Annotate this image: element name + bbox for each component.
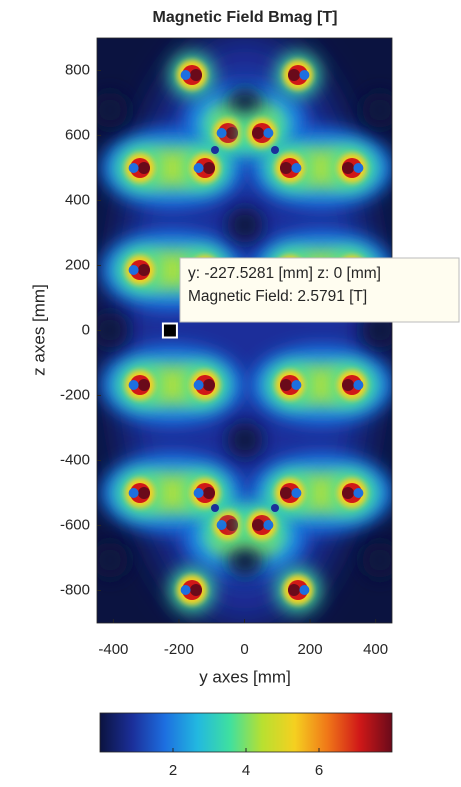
datatip-text: y: -227.5281 [mm] z: 0 [mm]	[188, 265, 381, 282]
x-tick-label: 0	[240, 641, 248, 658]
colorbar-tick-label: 4	[242, 762, 250, 779]
heatmap	[97, 38, 392, 623]
magnet-gap	[291, 163, 302, 173]
colorbar	[99, 712, 393, 753]
field-dot	[211, 504, 219, 512]
magnet-core	[138, 162, 150, 174]
y-tick-label: 600	[65, 126, 90, 143]
field-low	[227, 422, 263, 458]
y-axis-label: z axes [mm]	[29, 284, 48, 376]
x-axis-label: y axes [mm]	[199, 667, 291, 686]
field-low	[97, 542, 128, 578]
magnet-gap	[353, 488, 364, 498]
x-tick-label: 400	[363, 641, 388, 658]
magnet-gap	[128, 265, 139, 275]
magnet-core	[226, 127, 238, 139]
magnet-gap	[180, 70, 191, 80]
magnet-core	[280, 162, 292, 174]
magnet-gap	[299, 70, 310, 80]
field-dot	[271, 504, 279, 512]
field-dot	[271, 146, 279, 154]
magnet-gap	[216, 520, 227, 530]
x-tick-label: -400	[98, 641, 128, 658]
magnet-core	[138, 379, 150, 391]
y-tick-label: -600	[60, 516, 90, 533]
y-tick-label: -400	[60, 451, 90, 468]
x-tick-label: -200	[164, 641, 194, 658]
chart-title: Magnetic Field Bmag [T]	[153, 9, 338, 26]
magnet-core	[288, 584, 300, 596]
datatip-text: Magnetic Field: 2.5791 [T]	[188, 288, 367, 305]
magnet-core	[288, 69, 300, 81]
y-tick-label: 0	[82, 321, 90, 338]
y-tick-label: 200	[65, 256, 90, 273]
magnet-gap	[353, 380, 364, 390]
magnet-core	[226, 519, 238, 531]
magnet-gap	[193, 163, 204, 173]
datatip-box	[179, 257, 460, 323]
magnet-core	[138, 487, 150, 499]
magnet-core	[342, 379, 354, 391]
colorbar-tick-label: 2	[169, 762, 177, 779]
magnet-gap	[291, 380, 302, 390]
magnet-core	[280, 487, 292, 499]
magnet-gap	[291, 488, 302, 498]
magnet-core	[252, 127, 264, 139]
magnet-core	[203, 379, 215, 391]
magnet-gap	[128, 163, 139, 173]
y-tick-label: 800	[65, 61, 90, 78]
magnet-core	[342, 162, 354, 174]
field-low	[97, 92, 128, 128]
magnet-gap	[263, 128, 274, 138]
magnet-gap	[263, 520, 274, 530]
magnet-core	[252, 519, 264, 531]
magnet-gap	[216, 128, 227, 138]
y-tick-label: -800	[60, 581, 90, 598]
magnet-gap	[128, 488, 139, 498]
magnet-core	[138, 264, 150, 276]
magnet-gap	[299, 585, 310, 595]
datatip-marker	[161, 322, 178, 339]
magnet-gap	[180, 585, 191, 595]
field-low	[362, 542, 392, 578]
field-low	[362, 92, 392, 128]
y-tick-label: -200	[60, 386, 90, 403]
magnet-core	[203, 162, 215, 174]
x-tick-label: 200	[298, 641, 323, 658]
colorbar-tick-label: 6	[315, 762, 323, 779]
magnet-core	[280, 379, 292, 391]
magnet-core	[203, 487, 215, 499]
magnet-gap	[353, 163, 364, 173]
magnet-gap	[128, 380, 139, 390]
magnet-gap	[193, 488, 204, 498]
field-low	[227, 207, 263, 243]
magnet-core	[342, 487, 354, 499]
magnet-gap	[193, 380, 204, 390]
magnet-core	[190, 584, 202, 596]
y-tick-label: 400	[65, 191, 90, 208]
field-low	[97, 312, 128, 348]
field-dot	[211, 146, 219, 154]
field-low	[227, 542, 263, 578]
magnet-core	[190, 69, 202, 81]
